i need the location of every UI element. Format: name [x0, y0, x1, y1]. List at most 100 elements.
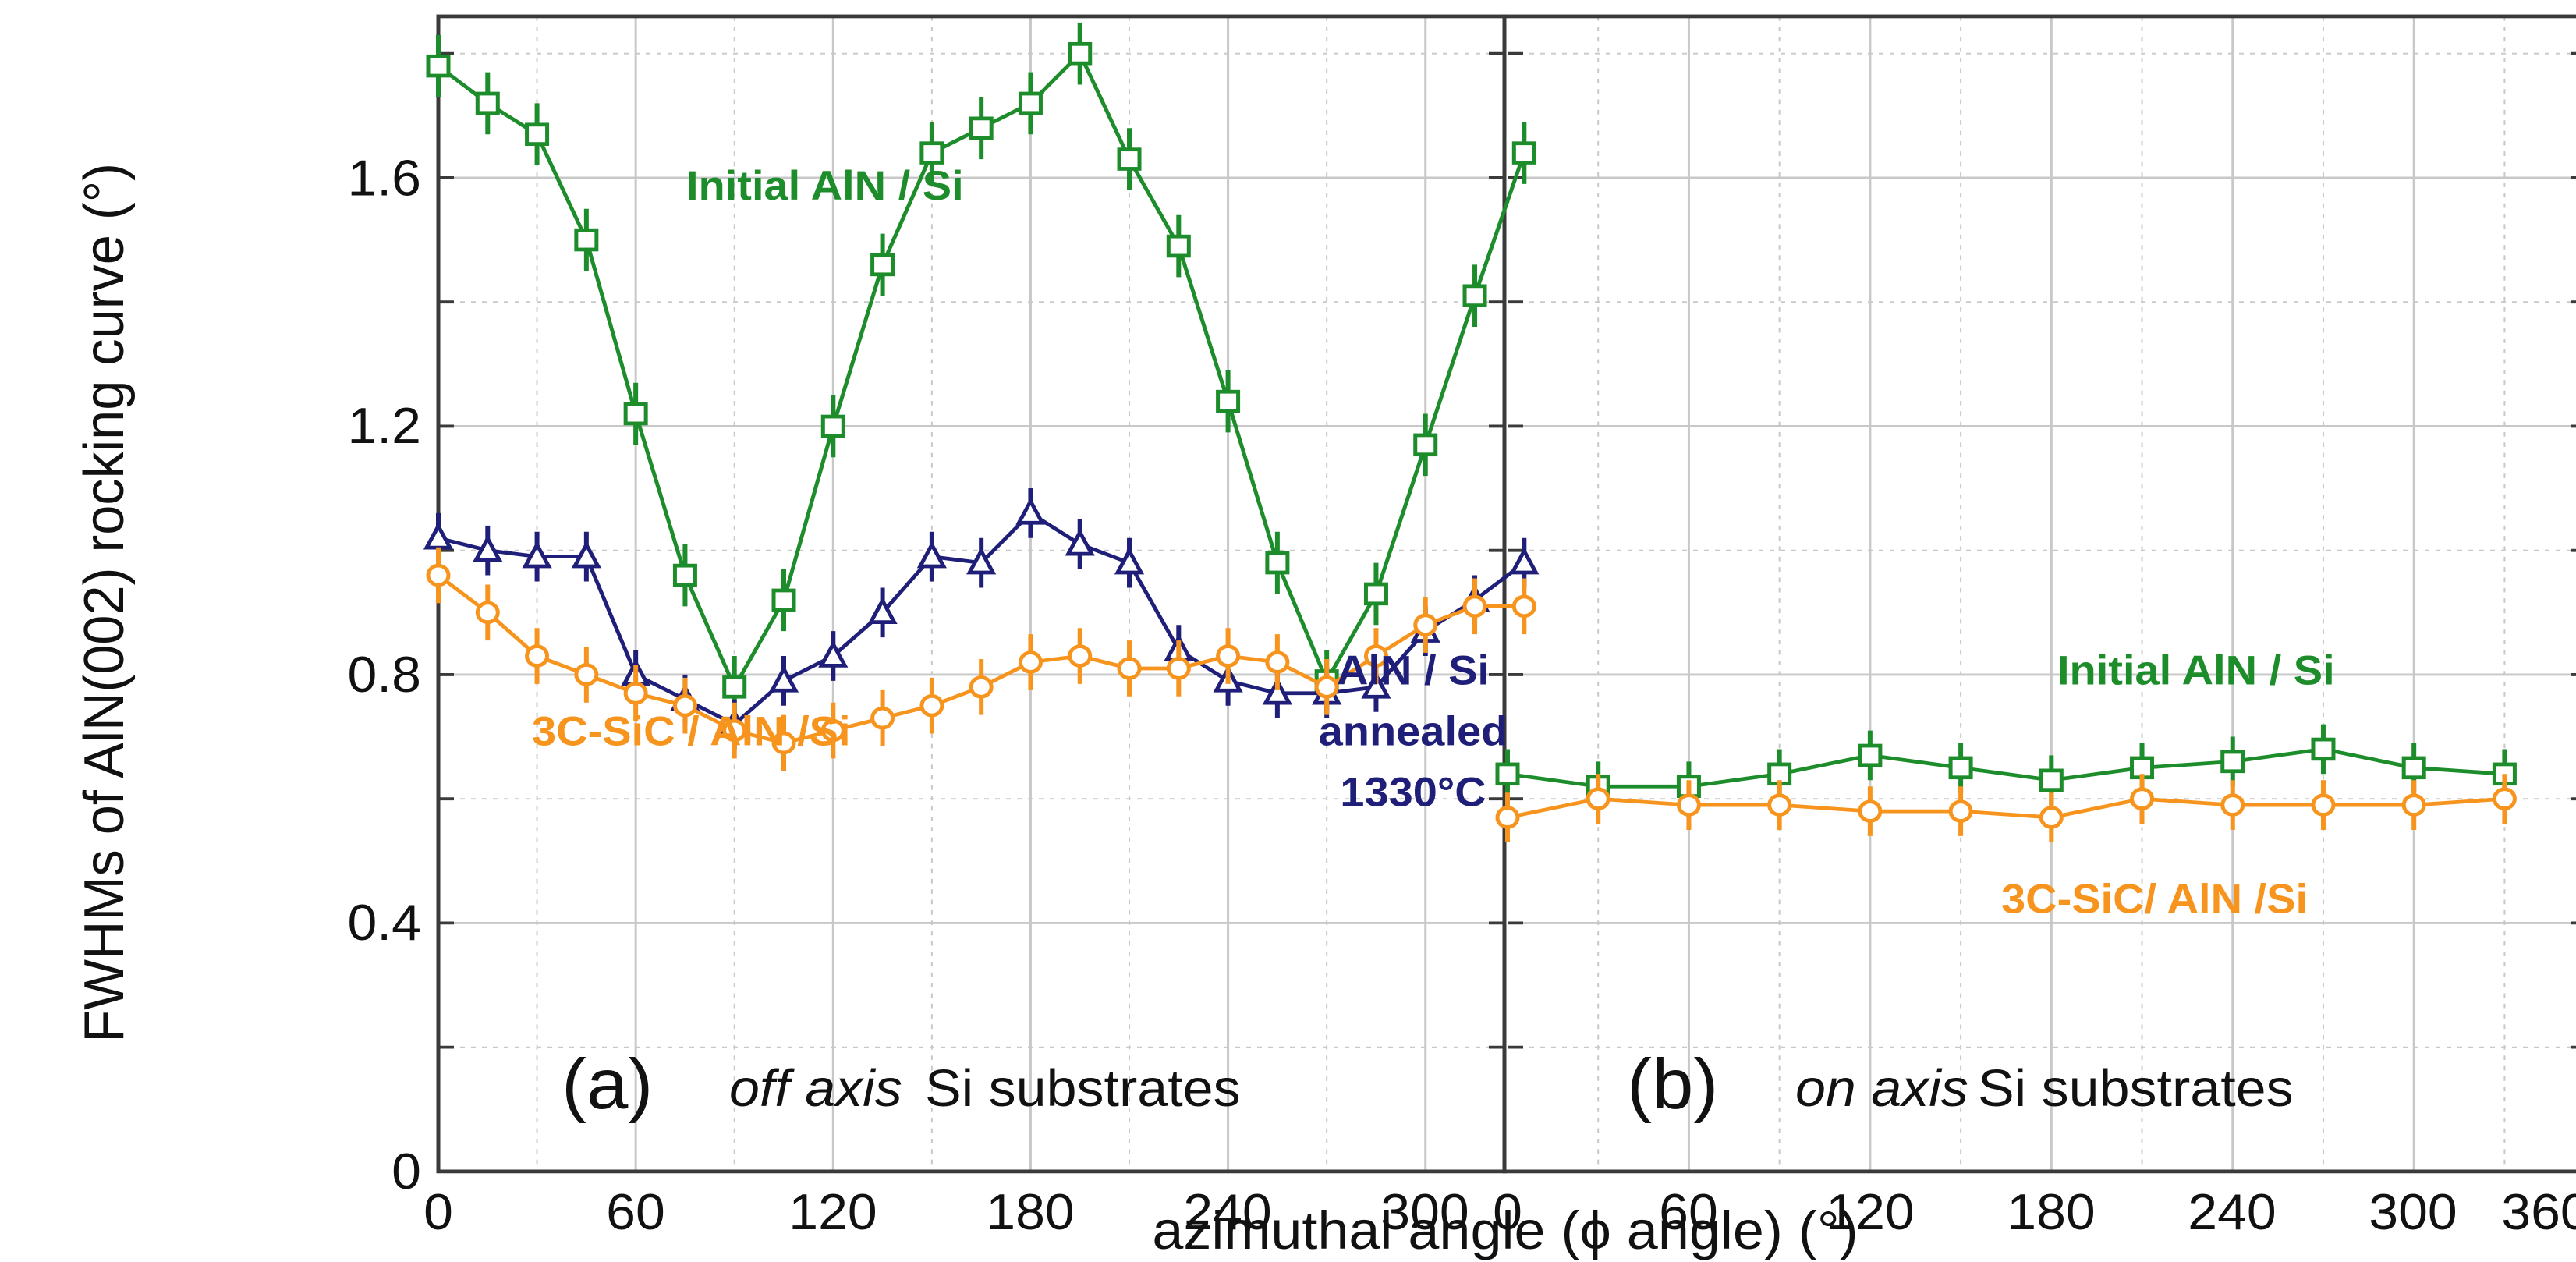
data-point-circle	[1413, 613, 1438, 636]
data-point-square	[722, 675, 747, 699]
y-tick-label-0.8: 0.8	[347, 647, 421, 704]
data-point-circle	[1166, 657, 1191, 680]
panel-b-frame	[1502, 14, 2576, 1174]
data-point-square	[672, 563, 697, 587]
x-tick-label-a-240: 240	[1183, 1185, 1271, 1241]
y-axis-title: FWHMs of AlN(002) rocking curve (°)	[72, 163, 135, 1043]
data-point-circle	[969, 675, 994, 699]
data-point-triangle	[867, 596, 898, 625]
data-point-triangle	[1262, 677, 1292, 705]
panel-b-caption: (b) on axis Si substrates	[1627, 1044, 2294, 1123]
data-point-square	[1858, 743, 1883, 767]
x-tick-label-a-300: 300	[1380, 1185, 1469, 1241]
panel-b-substrate-text: Si substrates	[1978, 1060, 2294, 1118]
series-line	[1507, 747, 2505, 789]
x-tick-label-a-180: 180	[986, 1185, 1074, 1241]
data-point-triangle	[916, 541, 947, 569]
data-point-triangle	[571, 541, 601, 569]
data-point-circle	[2130, 787, 2155, 810]
data-point-circle	[1018, 650, 1043, 674]
data-point-circle	[1858, 799, 1883, 823]
data-point-circle	[2401, 793, 2426, 817]
panel-b-letter: (b)	[1627, 1044, 1718, 1123]
series-circle-b	[1495, 774, 2517, 842]
label-a-annealed-line2: annealed	[1319, 708, 1508, 754]
data-point-circle	[771, 731, 796, 755]
series-panel-b	[1495, 724, 2517, 842]
data-point-circle	[475, 601, 500, 625]
panel-a-caption: (a) off axis Si substrates	[562, 1044, 1241, 1123]
data-point-square	[1495, 762, 1520, 786]
x-tick-label-b-240: 240	[2188, 1185, 2276, 1241]
label-a-annealed-line3: 1330°C	[1340, 769, 1486, 815]
y-tick-label-1.6: 1.6	[347, 151, 421, 207]
data-point-circle	[574, 663, 599, 686]
data-point-circle	[1216, 644, 1241, 668]
data-point-square	[574, 228, 599, 252]
panel-b-axis-word: on axis	[1795, 1060, 1968, 1118]
data-point-square	[1018, 91, 1043, 115]
label-b-initial: Initial AlN / Si	[2057, 647, 2335, 693]
data-point-circle	[672, 693, 697, 718]
data-point-square	[623, 402, 648, 426]
data-point-square	[1166, 234, 1191, 258]
data-point-circle	[525, 644, 550, 668]
data-point-square	[1462, 284, 1487, 307]
data-point-triangle	[473, 534, 503, 562]
data-point-square	[1767, 762, 1792, 786]
data-point-circle	[1511, 594, 1536, 619]
data-point-square	[969, 116, 994, 140]
data-point-circle	[870, 706, 895, 730]
data-point-square	[426, 54, 451, 78]
y-tick-label-0.4: 0.4	[347, 895, 421, 951]
series-circle-a	[426, 547, 1536, 771]
data-point-square	[1363, 582, 1388, 606]
data-point-square	[1068, 41, 1093, 66]
data-point-square	[771, 588, 796, 612]
data-point-square	[1216, 389, 1241, 413]
label-b-sic: 3C-SiC/ AlN /Si	[2001, 876, 2308, 922]
data-point-square	[2401, 756, 2426, 780]
data-point-circle	[1495, 806, 1520, 829]
panel-a-substrate-text: Si substrates	[925, 1060, 1241, 1118]
series-square-a	[426, 22, 1536, 718]
series-panel-a	[423, 22, 1540, 771]
data-point-circle	[1068, 644, 1093, 668]
data-point-square	[919, 141, 944, 165]
y-tick-label-0: 0	[392, 1143, 421, 1200]
data-point-circle	[1586, 787, 1610, 810]
label-a-initial: Initial AlN / Si	[686, 162, 964, 208]
panel-a-letter: (a)	[562, 1044, 653, 1123]
grid-panel-a	[438, 16, 1504, 1172]
data-point-circle	[1314, 675, 1339, 699]
panel-a-axis-word: off axis	[729, 1060, 902, 1118]
data-point-circle	[1265, 650, 1290, 674]
data-point-square	[1117, 147, 1142, 171]
x-tick-label-b-360: 360	[2501, 1185, 2576, 1241]
data-point-triangle	[966, 547, 997, 575]
data-point-circle	[2220, 793, 2245, 817]
x-tick-label-b-180: 180	[2007, 1185, 2095, 1241]
series-line	[1507, 796, 2505, 820]
data-point-square	[1413, 433, 1438, 457]
data-point-triangle	[818, 640, 849, 668]
data-point-square	[2311, 737, 2336, 761]
x-tick-label-a-120: 120	[788, 1185, 877, 1241]
x-tick-label-b-120: 120	[1826, 1185, 1914, 1241]
y-tick-label-1.2: 1.2	[347, 399, 421, 455]
x-tick-label-a-60: 60	[606, 1185, 665, 1241]
data-point-circle	[2311, 793, 2336, 817]
data-point-circle	[426, 563, 451, 587]
data-point-circle	[1462, 594, 1487, 619]
grid-panel-b	[1508, 16, 2576, 1172]
data-point-triangle	[1015, 497, 1046, 525]
x-axis-title: azimuthal angle (ϕ angle) (°)	[1152, 1200, 1858, 1260]
series-square-b	[1495, 724, 2517, 812]
data-point-square	[2220, 750, 2245, 774]
x-tick-label-b-0: 0	[1493, 1185, 1522, 1241]
data-point-square	[475, 91, 500, 115]
data-point-triangle	[1065, 528, 1095, 556]
data-point-square	[1265, 551, 1290, 575]
data-point-square	[870, 253, 895, 277]
